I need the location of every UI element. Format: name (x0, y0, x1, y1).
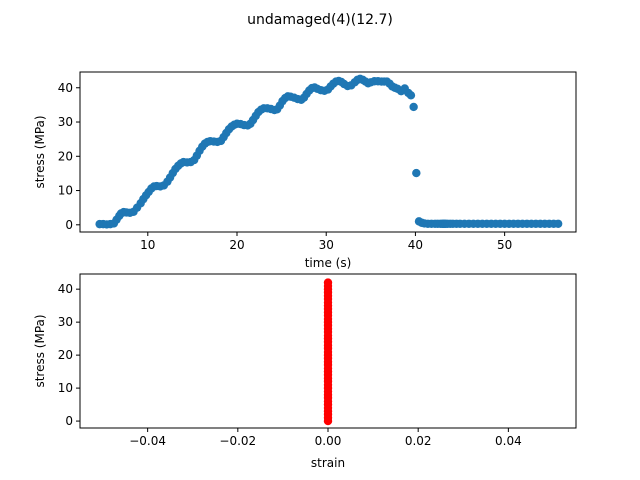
top-data-point (553, 219, 563, 228)
bottom-x-tick-label: −0.02 (219, 434, 256, 448)
top-y-axis-label: stress (MPa) (33, 115, 47, 188)
top-y-tick-label: 0 (65, 218, 73, 232)
bottom-x-tick-label: 0.00 (315, 434, 342, 448)
top-plot-frame (79, 71, 577, 233)
top-scatter-points (95, 74, 563, 229)
bottom-x-axis-label: strain (311, 456, 345, 470)
bottom-x-tick-label: 0.02 (405, 434, 432, 448)
bottom-x-tick-label: 0.04 (495, 434, 522, 448)
figure-title: undamaged(4)(12.7) (247, 12, 393, 28)
bottom-y-tick-label: 10 (58, 381, 73, 395)
bottom-y-tick-label: 40 (58, 282, 73, 296)
top-data-point (406, 91, 416, 100)
top-x-tick-label: 30 (319, 238, 334, 252)
bottom-x-tick-label: −0.04 (129, 434, 166, 448)
bottom-y-tick-label: 30 (58, 315, 73, 329)
top-y-tick-label: 20 (58, 149, 73, 163)
top-x-tick-label: 10 (140, 238, 155, 252)
bottom-scatter-points (323, 278, 333, 426)
top-data-point (412, 168, 421, 178)
bottom-x-ticks: −0.04 −0.02 0.00 0.02 0.04 (129, 428, 522, 448)
top-y-tick-label: 30 (58, 115, 73, 129)
top-data-point (409, 102, 418, 112)
top-x-tick-label: 20 (229, 238, 244, 252)
bottom-y-ticks: 0 10 20 30 40 (58, 282, 80, 428)
top-y-tick-label: 10 (58, 184, 73, 198)
bottom-data-point (323, 278, 333, 287)
top-y-ticks: 0 10 20 30 40 (58, 81, 80, 232)
bottom-y-tick-label: 20 (58, 348, 73, 362)
top-x-ticks: 10 20 30 40 50 (140, 232, 512, 252)
top-y-tick-label: 40 (58, 81, 73, 95)
top-x-tick-label: 40 (408, 238, 423, 252)
top-x-tick-label: 50 (497, 238, 512, 252)
bottom-y-axis-label: stress (MPa) (33, 314, 47, 387)
top-x-axis-label: time (s) (305, 256, 352, 270)
bottom-y-tick-label: 0 (65, 414, 73, 428)
top-scatter-plot: 10 20 30 40 50 0 10 20 30 40 time (s) stress (MP… (33, 71, 577, 270)
